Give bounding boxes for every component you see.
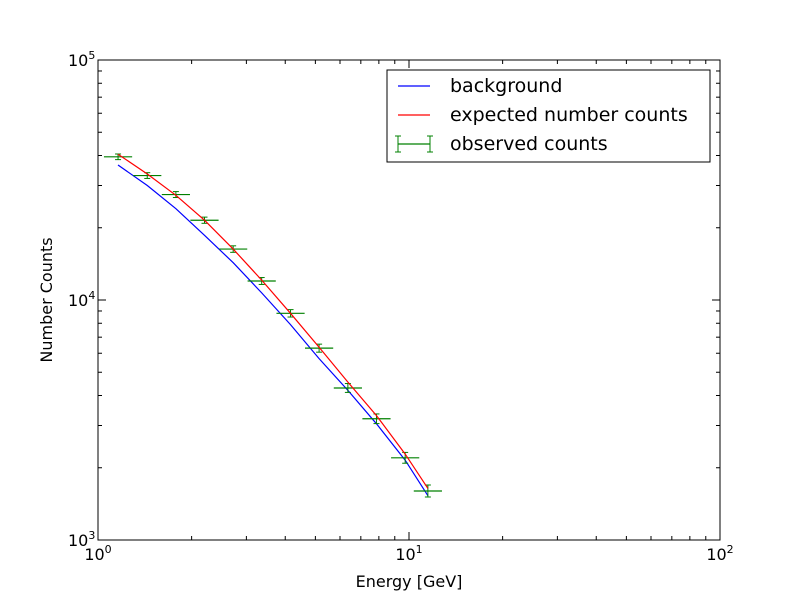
legend-label: observed counts (450, 133, 608, 155)
y-tick-label: 104 (68, 289, 95, 310)
legend: background expected number counts observed… (386, 69, 711, 163)
legend-item-expected-number-counts: expected number counts (398, 104, 688, 126)
legend-item-observed-counts: observed counts (395, 133, 608, 155)
y-tick-label: 105 (68, 49, 95, 70)
series-expected-number-counts (117, 153, 429, 489)
plot-frame (97, 59, 721, 541)
y-axis-label: Number Counts (37, 237, 56, 362)
observed-point (333, 383, 362, 393)
legend-item-background: background (398, 75, 562, 97)
legend-label: expected number counts (450, 104, 688, 126)
observed-point (413, 484, 442, 498)
series-line (117, 164, 429, 497)
tick-labels: 100 101 102 103 104 105 (68, 49, 734, 564)
x-axis-label: Energy [GeV] (356, 572, 463, 591)
series-line (117, 153, 429, 489)
y-tick-label: 103 (68, 529, 95, 550)
x-tick-label: 102 (706, 543, 733, 564)
x-tick-label: 101 (395, 543, 422, 564)
legend-box (386, 69, 711, 163)
series-layer (103, 153, 442, 498)
minor-ticks (98, 60, 720, 540)
series-background (117, 164, 429, 497)
legend-label: background (450, 75, 562, 97)
x-tick-label: 100 (84, 543, 111, 564)
